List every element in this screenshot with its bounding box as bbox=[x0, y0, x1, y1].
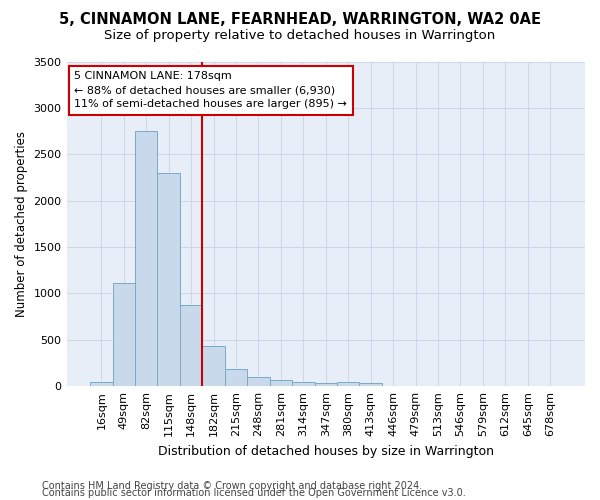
Bar bbox=[90, 382, 113, 386]
Text: 5, CINNAMON LANE, FEARNHEAD, WARRINGTON, WA2 0AE: 5, CINNAMON LANE, FEARNHEAD, WARRINGTON,… bbox=[59, 12, 541, 28]
Bar bbox=[247, 377, 269, 386]
X-axis label: Distribution of detached houses by size in Warrington: Distribution of detached houses by size … bbox=[158, 444, 494, 458]
Bar bbox=[225, 370, 247, 386]
Bar bbox=[269, 380, 292, 386]
Bar bbox=[359, 384, 382, 386]
Text: Contains public sector information licensed under the Open Government Licence v3: Contains public sector information licen… bbox=[42, 488, 466, 498]
Bar bbox=[135, 131, 157, 386]
Bar bbox=[113, 283, 135, 386]
Bar bbox=[314, 384, 337, 386]
Bar bbox=[157, 173, 180, 386]
Y-axis label: Number of detached properties: Number of detached properties bbox=[15, 131, 28, 317]
Bar bbox=[180, 304, 202, 386]
Bar bbox=[202, 346, 225, 386]
Bar bbox=[337, 382, 359, 386]
Text: 5 CINNAMON LANE: 178sqm
← 88% of detached houses are smaller (6,930)
11% of semi: 5 CINNAMON LANE: 178sqm ← 88% of detache… bbox=[74, 71, 347, 109]
Text: Contains HM Land Registry data © Crown copyright and database right 2024.: Contains HM Land Registry data © Crown c… bbox=[42, 481, 422, 491]
Text: Size of property relative to detached houses in Warrington: Size of property relative to detached ho… bbox=[104, 29, 496, 42]
Bar bbox=[292, 382, 314, 386]
